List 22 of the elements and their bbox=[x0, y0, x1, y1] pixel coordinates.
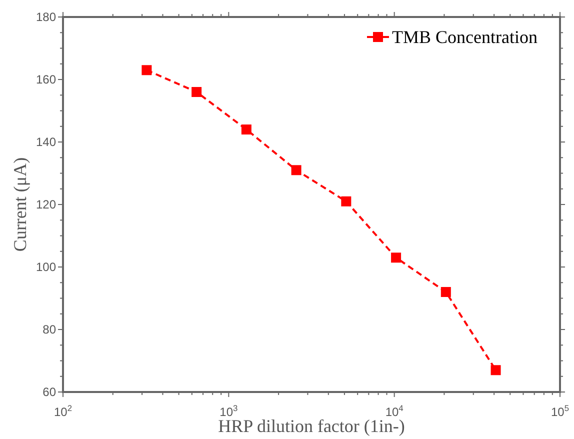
point bbox=[241, 124, 252, 134]
point bbox=[291, 165, 302, 176]
y-tick-label: 60 bbox=[42, 385, 56, 399]
point bbox=[440, 287, 451, 297]
y-axis-title: Current (μA) bbox=[10, 157, 30, 252]
point bbox=[490, 365, 501, 376]
point bbox=[341, 196, 352, 206]
point bbox=[192, 87, 202, 97]
y-tick-label: 120 bbox=[36, 198, 56, 212]
point bbox=[391, 252, 402, 263]
y-tick-label: 140 bbox=[36, 135, 56, 149]
legend-label: TMB Concentration bbox=[392, 27, 538, 47]
x-tick-label: 10$^{3}$ bbox=[220, 403, 238, 419]
x-tick-label: 10$^{2}$ bbox=[54, 403, 72, 419]
x-axis-title: HRP dilution factor (1in-) bbox=[218, 416, 405, 436]
x-tick-label: 10$^{5}$ bbox=[550, 403, 570, 419]
point bbox=[142, 65, 152, 76]
y-tick-label: 100 bbox=[36, 260, 56, 274]
y-tick-label: 160 bbox=[36, 72, 56, 86]
x-tick-label: 10$^{4}$ bbox=[385, 403, 404, 419]
y-tick-label: 180 bbox=[36, 10, 56, 24]
y-tick-label: 80 bbox=[42, 322, 56, 336]
